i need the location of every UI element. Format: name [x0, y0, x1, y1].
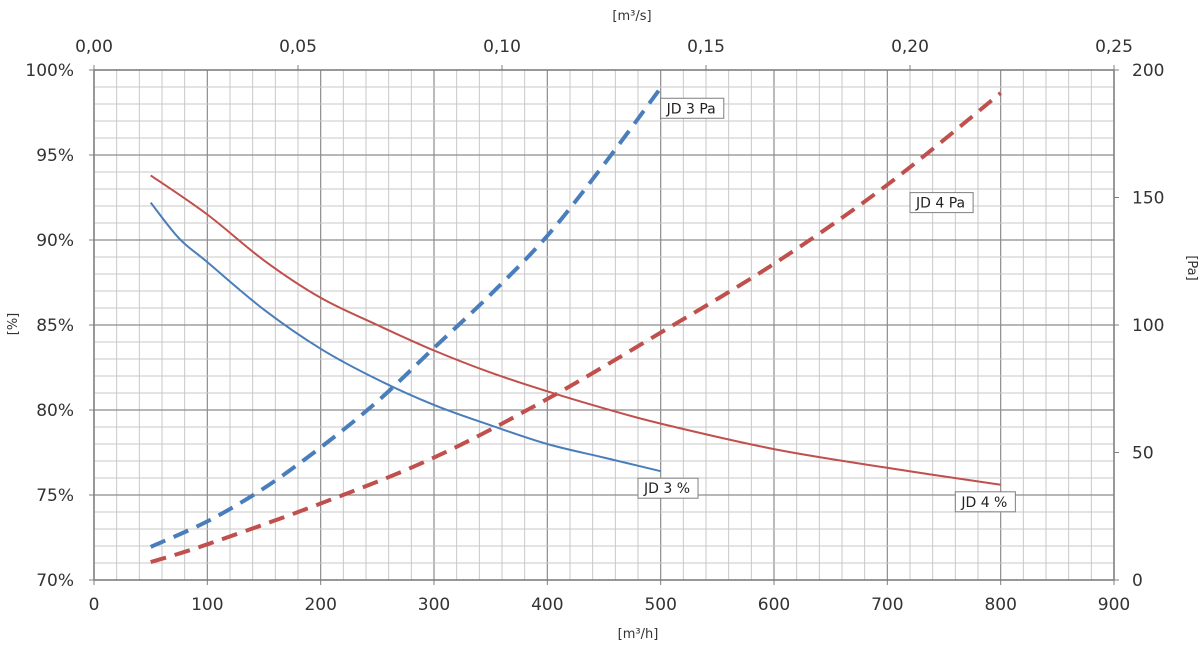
y-right-tick-label: 0: [1132, 571, 1143, 591]
series-label-box: JD 4 Pa: [909, 192, 974, 214]
y-right-tick-label: 100: [1132, 316, 1164, 336]
series-label-text: JD 4 %: [960, 495, 1007, 511]
series-label-frame: [954, 491, 1016, 513]
y-left-tick-label: 100%: [25, 61, 74, 81]
series-label-box: JD 3 Pa: [660, 97, 725, 119]
x-bottom-tick-label: 800: [984, 595, 1016, 615]
x-bottom-tick-label: 300: [418, 595, 450, 615]
series-label-frame: [637, 477, 699, 499]
x-top-tick-label: 0,05: [279, 37, 317, 57]
series-label-frame: [660, 97, 725, 119]
y-right-tick-label: 200: [1132, 61, 1164, 81]
series-label-box: JD 3 %: [637, 477, 699, 499]
x-axis-bottom-label: [m³/h]: [618, 627, 659, 642]
y-axis-right-label: [Pa]: [1184, 255, 1199, 280]
series-label-box: JD 4 %: [954, 491, 1016, 513]
series-line-jd-3-pct: [149, 201, 661, 473]
series-line-jd-3-pa: [149, 86, 663, 549]
x-top-tick-label: 0,20: [891, 37, 929, 57]
x-top-tick-label: 0,25: [1095, 37, 1133, 57]
y-right-tick-label: 50: [1132, 444, 1154, 464]
series-lines: [149, 86, 1002, 565]
x-top-tick-label: 0,00: [75, 37, 113, 57]
x-axis-top-label: [m³/s]: [612, 9, 651, 24]
x-bottom-tick-label: 200: [304, 595, 336, 615]
y-left-tick-label: 85%: [36, 316, 74, 336]
series-annotations: JD 3 Pa JD 4 Pa JD 3 % JD 4 %: [637, 97, 1016, 513]
x-bottom-tick-label: 400: [531, 595, 563, 615]
y-left-tick-label: 70%: [36, 571, 74, 591]
x-bottom-tick-label: 900: [1098, 595, 1130, 615]
x-bottom-tick-label: 0: [89, 595, 100, 615]
axes: [89, 65, 1119, 585]
y-left-tick-label: 90%: [36, 231, 74, 251]
series-label-frame: [909, 192, 974, 214]
x-bottom-tick-label: 500: [644, 595, 676, 615]
x-bottom-tick-label: 100: [191, 595, 223, 615]
x-bottom-tick-label: 600: [758, 595, 790, 615]
series-line-jd-4-pct: [150, 174, 1001, 486]
x-top-tick-label: 0,10: [483, 37, 521, 57]
y-left-tick-label: 80%: [36, 401, 74, 421]
x-top-tick-label: 0,15: [687, 37, 725, 57]
y-axis-left-label: [%]: [6, 313, 21, 336]
x-bottom-tick-label: 700: [871, 595, 903, 615]
y-right-tick-label: 150: [1132, 189, 1164, 209]
y-left-tick-label: 95%: [36, 146, 74, 166]
series-label-text: JD 3 %: [643, 481, 690, 497]
series-label-text: JD 4 Pa: [915, 196, 965, 212]
series-line-jd-4-pa: [150, 91, 1002, 565]
y-left-tick-label: 75%: [36, 486, 74, 506]
series-label-text: JD 3 Pa: [666, 101, 716, 117]
